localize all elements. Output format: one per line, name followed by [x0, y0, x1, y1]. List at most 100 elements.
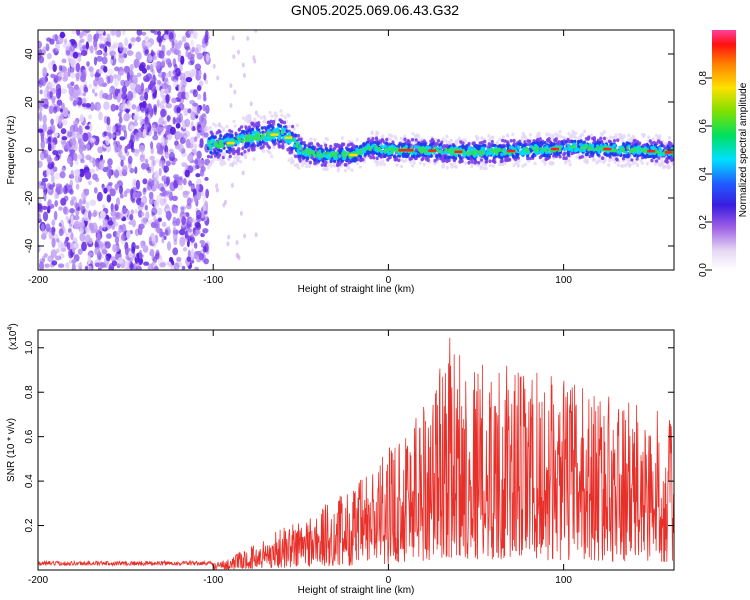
spectrogram-cell — [182, 132, 188, 141]
spectrogram-cell — [122, 165, 128, 173]
spectrogram-cell — [631, 141, 635, 146]
spectrogram-cell — [145, 163, 150, 171]
spectrogram-cell — [342, 153, 346, 158]
spectrogram-cell — [287, 158, 291, 162]
spectrogram-cell — [249, 101, 253, 107]
spectrogram-cell — [621, 135, 626, 139]
spectrogram-cell — [77, 45, 83, 51]
spectrogram-cell — [253, 144, 257, 148]
spectrogram-cell — [444, 144, 448, 149]
spectrogram-cell — [573, 144, 577, 149]
spectrogram-cell — [194, 136, 198, 142]
spectrogram-cell — [192, 164, 197, 171]
spectrogram-cell — [213, 150, 217, 154]
spectrogram-cell — [375, 160, 380, 165]
spectrogram-cell — [620, 147, 624, 151]
spectrogram-cell — [607, 163, 611, 167]
spectrogram-cell — [599, 143, 603, 148]
spectrogram-cell — [84, 190, 89, 196]
spectrogram-cell — [601, 156, 605, 160]
spectrogram-cell — [197, 93, 202, 100]
spectrogram-cell — [208, 163, 212, 167]
spectrogram-cell — [400, 142, 404, 147]
spectrogram-cell — [448, 140, 452, 145]
spectrogram-cell — [280, 113, 284, 118]
spectrogram-cell — [539, 140, 543, 145]
spectrogram-cell — [247, 128, 251, 133]
spectrogram-cell — [240, 133, 245, 138]
spectrogram-cell — [467, 150, 471, 155]
spectrogram-cell — [98, 111, 103, 121]
spectrogram-cell — [225, 124, 229, 129]
spectrogram-cell — [326, 151, 330, 155]
spectrogram-cell — [439, 143, 443, 147]
spectrogram-cell — [161, 82, 169, 90]
spectrogram-cell — [218, 144, 222, 149]
spectrogram-cell — [184, 169, 190, 178]
spectrogram-cell — [421, 153, 425, 157]
spectrogram-cell — [381, 159, 385, 163]
spectrogram-cell — [107, 220, 114, 226]
spectrogram-cell — [76, 262, 82, 268]
spectrogram-cell — [94, 73, 101, 78]
spectrogram-cell — [445, 134, 449, 139]
spectrogram-cell — [88, 114, 92, 120]
spectrogram-cell — [397, 158, 401, 163]
spectrogram-cell — [73, 123, 78, 132]
spectrogram-cell — [403, 137, 407, 142]
spectrogram-cell — [181, 84, 186, 94]
spectrogram-cell — [355, 137, 359, 142]
spectrogram-cell — [190, 185, 195, 190]
spectrogram-cell — [336, 161, 340, 166]
spectrogram-cell — [43, 191, 47, 202]
spectrogram-cell — [40, 76, 47, 87]
spectrogram-cell — [580, 155, 584, 159]
spectrogram-cell — [642, 134, 646, 139]
x-tick-label: 0 — [386, 275, 392, 286]
spectrogram-cell — [635, 157, 639, 161]
spectrogram-cell — [667, 136, 672, 140]
spectrogram-cell — [113, 169, 120, 179]
spectrogram-cell — [153, 105, 157, 116]
spectrogram-cell — [297, 154, 301, 159]
spectrogram-cell — [188, 30, 194, 35]
spectrogram-cell — [223, 152, 227, 157]
spectrogram-cell — [82, 198, 86, 205]
spectrogram-cell — [53, 132, 59, 137]
spectrogram-cell — [243, 233, 247, 239]
spectrogram-cell — [318, 149, 322, 153]
spectrogram-cell — [242, 72, 246, 78]
spectrogram-cell — [295, 141, 299, 146]
spectrogram-cell — [196, 105, 201, 114]
spectrogram-cell — [181, 162, 188, 167]
spectrogram-cell — [270, 114, 274, 118]
spectrogram-cell — [50, 175, 55, 183]
spectrogram-cell — [436, 139, 441, 143]
spectrogram-cell — [491, 164, 496, 168]
spectrogram-cell — [212, 157, 216, 161]
spectrogram-cell — [184, 238, 189, 243]
spectrogram-cell — [114, 221, 119, 227]
spectrogram-cell — [585, 160, 590, 164]
spectrogram-cell — [134, 209, 138, 214]
spectrogram-cell — [509, 139, 513, 143]
spectrogram-cell — [179, 213, 183, 220]
spectrogram-cell — [457, 136, 461, 141]
spectrogram-cell — [102, 131, 107, 138]
spectrogram-cell — [486, 145, 490, 149]
spectrogram-cell — [491, 153, 495, 157]
spectrogram-cell — [107, 158, 113, 167]
spectrogram-cell — [70, 199, 74, 207]
spectrogram-cell — [129, 63, 134, 71]
spectrogram-cell — [311, 145, 315, 149]
spectrogram-cell — [584, 145, 588, 149]
spectrogram-cell — [286, 113, 290, 117]
spectrogram-cell — [347, 166, 351, 170]
spectrogram-cell — [281, 143, 285, 148]
spectrogram-cell — [202, 228, 209, 234]
spectrogram-cell — [543, 161, 547, 166]
spectrogram-cell — [109, 188, 116, 197]
spectrogram-cell — [214, 123, 218, 128]
spectrogram-cell — [621, 164, 625, 168]
